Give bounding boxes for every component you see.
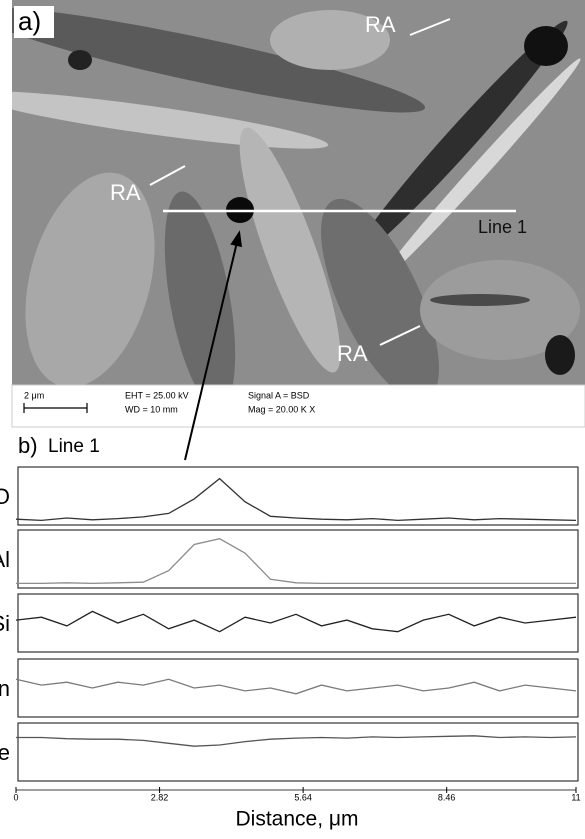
figure: a) RA RA RA Line 1 2 μm EHT = 25.00 kV W… (0, 0, 585, 834)
element-label: Fe (0, 740, 10, 765)
eht: EHT = 25.00 kV (125, 390, 189, 400)
element-label: O (0, 484, 10, 509)
x-axis-label: Distance, μm (236, 808, 359, 831)
x-tick-label: 8.46 (438, 792, 456, 802)
element-label: Mn (0, 676, 10, 701)
sem-image: a) RA RA RA Line 1 (0, 0, 585, 417)
profile-panel (18, 723, 578, 781)
wd: WD = 10 mm (125, 404, 178, 414)
ra-label: RA (110, 180, 141, 205)
panel-b-label: b) (18, 433, 38, 458)
x-tick-label: 11 (571, 792, 580, 802)
mag: Mag = 20.00 K X (248, 404, 315, 414)
profile-panel (18, 467, 578, 525)
scale-bar-label: 2 μm (24, 390, 44, 400)
x-tick-label: 2.82 (151, 792, 169, 802)
line-label: Line 1 (478, 217, 527, 237)
element-label: Al (0, 547, 10, 572)
panel-a-label: a) (18, 6, 41, 36)
profile-panel (18, 659, 578, 717)
ra-label: RA (365, 12, 396, 37)
profile-panel (18, 530, 578, 588)
x-tick-label: 0 (13, 792, 18, 802)
chart-title: Line 1 (48, 436, 100, 457)
page: {"figure_a": {"label": "a)", "ra_labels"… (0, 0, 585, 834)
signal: Signal A = BSD (248, 390, 310, 400)
element-label: Si (0, 611, 10, 636)
profile-panel (18, 594, 578, 652)
x-tick-label: 5.64 (294, 792, 312, 802)
ra-label: RA (337, 341, 368, 366)
